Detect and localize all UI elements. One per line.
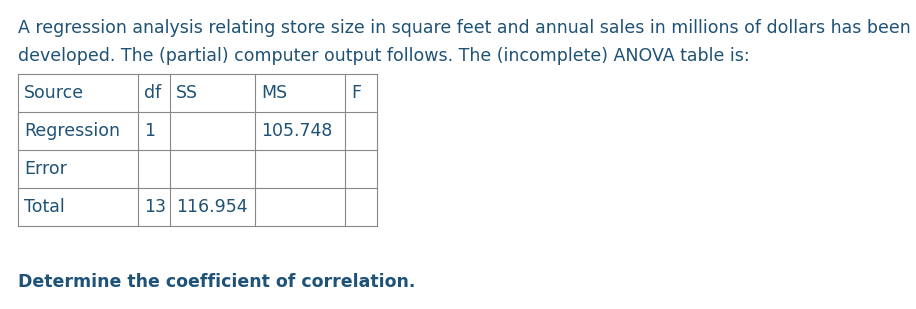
Text: Determine the coefficient of correlation.: Determine the coefficient of correlation… [18,273,415,291]
Text: 1: 1 [144,122,155,140]
Text: 105.748: 105.748 [261,122,333,140]
Text: A regression analysis relating store size in square feet and annual sales in mil: A regression analysis relating store siz… [18,19,911,37]
Text: Error: Error [24,160,67,178]
Text: Total: Total [24,198,65,216]
Text: developed. The (partial) computer output follows. The (incomplete) ANOVA table i: developed. The (partial) computer output… [18,47,749,65]
Text: 116.954: 116.954 [176,198,247,216]
Text: Regression: Regression [24,122,120,140]
Text: df: df [144,84,161,102]
Text: MS: MS [261,84,287,102]
Text: 13: 13 [144,198,166,216]
Text: SS: SS [176,84,198,102]
Text: Source: Source [24,84,84,102]
Text: F: F [351,84,361,102]
